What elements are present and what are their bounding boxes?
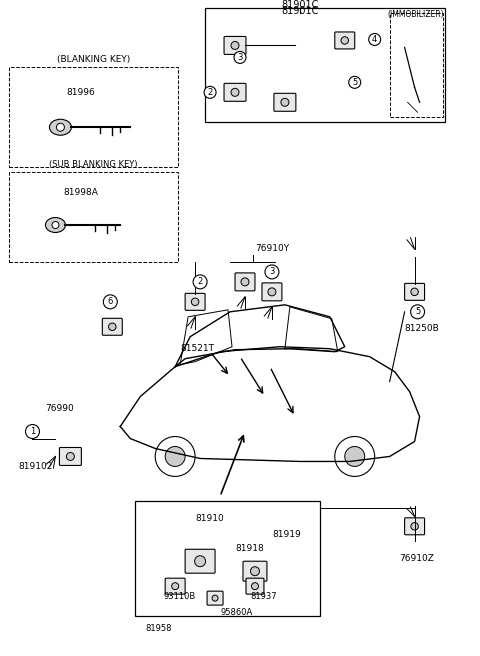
FancyBboxPatch shape [405,518,425,535]
Text: 3: 3 [237,53,243,62]
Text: 81918: 81918 [235,544,264,553]
Text: 81250B: 81250B [405,324,439,333]
Text: 76910Z: 76910Z [400,554,434,563]
Text: 81996: 81996 [66,88,95,97]
Circle shape [57,123,64,131]
Circle shape [212,595,218,601]
Circle shape [108,323,116,331]
Circle shape [204,87,216,98]
Circle shape [194,556,205,567]
FancyBboxPatch shape [185,293,205,310]
Bar [135,501,320,616]
FancyBboxPatch shape [165,578,185,594]
Circle shape [193,275,207,289]
Text: 819102: 819102 [19,462,53,471]
Text: 76910Y: 76910Y [255,245,289,253]
FancyBboxPatch shape [335,32,355,49]
FancyBboxPatch shape [60,447,82,466]
Circle shape [341,37,348,44]
Text: 81919: 81919 [272,530,300,539]
Circle shape [172,583,179,590]
Circle shape [66,453,74,461]
Circle shape [268,288,276,296]
Circle shape [231,89,239,96]
Text: 6: 6 [108,297,113,306]
FancyBboxPatch shape [243,562,267,581]
FancyBboxPatch shape [405,283,425,300]
Text: 81901C: 81901C [281,0,319,10]
Circle shape [252,583,258,590]
Circle shape [335,436,375,476]
Text: 81901C: 81901C [281,5,319,16]
Text: 93110B: 93110B [163,592,195,601]
Text: 2: 2 [197,277,203,287]
Text: (BLANKING KEY): (BLANKING KEY) [57,55,130,64]
FancyBboxPatch shape [207,591,223,605]
Circle shape [410,305,425,319]
Circle shape [281,98,289,106]
FancyBboxPatch shape [185,549,215,573]
Circle shape [234,51,246,64]
Bar [9,172,178,262]
Circle shape [265,265,279,279]
Text: 5: 5 [415,307,420,316]
Bar [390,12,443,117]
Bar [205,7,444,122]
FancyBboxPatch shape [102,318,122,335]
Ellipse shape [49,119,72,135]
Bar [9,68,178,167]
FancyBboxPatch shape [235,273,255,291]
Text: 81958: 81958 [145,624,172,632]
Text: 81910: 81910 [195,514,224,523]
Circle shape [241,278,249,286]
Circle shape [52,222,59,228]
Text: 81937: 81937 [250,592,276,601]
Text: 81521T: 81521T [180,344,214,353]
FancyBboxPatch shape [224,37,246,54]
Circle shape [165,447,185,466]
Circle shape [369,33,381,45]
FancyBboxPatch shape [246,578,264,594]
Text: (SUB BLANKING KEY): (SUB BLANKING KEY) [49,160,138,169]
FancyBboxPatch shape [224,83,246,101]
Circle shape [345,447,365,466]
Text: 95860A: 95860A [220,607,252,617]
FancyBboxPatch shape [262,283,282,301]
Circle shape [155,436,195,476]
Text: 1: 1 [30,427,35,436]
Text: 4: 4 [372,35,377,44]
Circle shape [192,298,199,306]
Circle shape [103,295,117,309]
FancyBboxPatch shape [274,93,296,112]
Circle shape [349,76,360,89]
Text: 3: 3 [269,268,275,276]
Text: (IMMOBILIZER): (IMMOBILIZER) [387,10,444,18]
Circle shape [231,41,239,49]
Circle shape [25,424,39,438]
Circle shape [251,567,260,576]
Text: 81998A: 81998A [63,188,98,197]
Circle shape [411,288,419,296]
Circle shape [411,523,419,530]
Text: 5: 5 [352,78,357,87]
Text: 76990: 76990 [46,404,74,413]
Ellipse shape [46,218,65,232]
Text: 2: 2 [207,88,213,97]
